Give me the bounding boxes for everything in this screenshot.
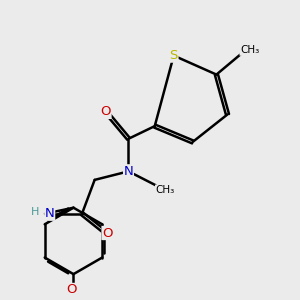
Text: CH₃: CH₃ (156, 185, 175, 195)
Text: O: O (67, 284, 77, 296)
Text: CH₃: CH₃ (240, 45, 259, 55)
Text: H: H (31, 207, 40, 217)
Text: O: O (102, 226, 112, 239)
Text: S: S (169, 49, 178, 62)
Text: N: N (45, 207, 55, 220)
Text: O: O (100, 105, 111, 119)
Text: N: N (124, 165, 134, 178)
